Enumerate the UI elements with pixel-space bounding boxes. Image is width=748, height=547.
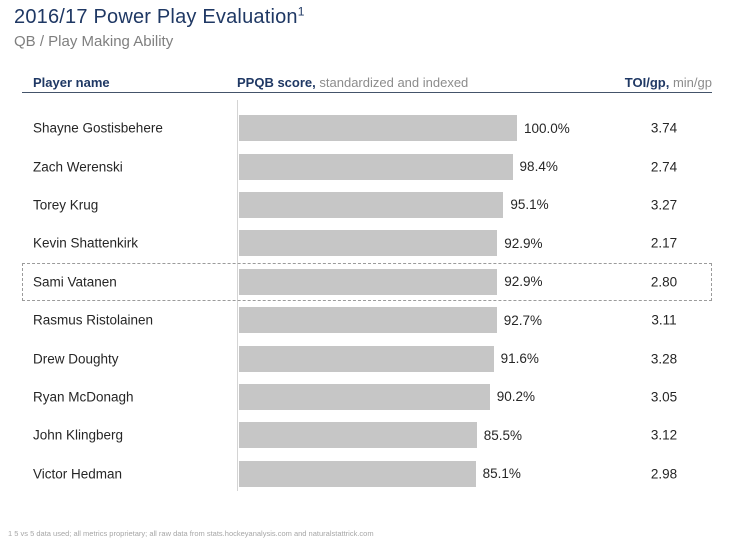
table-header-row: Player name PPQB score, standardized and… xyxy=(22,72,712,93)
score-value: 92.9% xyxy=(504,235,543,251)
score-bar xyxy=(239,115,517,142)
toi-value: 3.74 xyxy=(650,120,678,136)
player-name: Ryan McDonagh xyxy=(33,389,134,405)
table-row: Shayne Gostisbehere 100.0% 3.74 xyxy=(22,109,712,147)
column-header-player-name: Player name xyxy=(33,74,110,90)
table-row: Torey Krug 95.1% 3.27 xyxy=(22,186,712,224)
score-bar xyxy=(239,383,490,410)
column-header-ppqb-score: PPQB score, standardized and indexed xyxy=(237,75,625,90)
player-name: Kevin Shattenkirk xyxy=(33,235,139,251)
chart-table: Player name PPQB score, standardized and… xyxy=(22,72,712,493)
page-title: 2016/17 Power Play Evaluation1 xyxy=(14,4,305,29)
table-row: John Klingberg 85.5% 3.12 xyxy=(22,416,712,454)
title-footnote-marker: 1 xyxy=(297,4,305,19)
score-bar xyxy=(239,307,497,334)
score-value: 100.0% xyxy=(524,120,570,136)
player-name: Sami Vatanen xyxy=(33,274,117,290)
toi-value: 3.11 xyxy=(651,312,677,328)
page-title-text: 2016/17 Power Play Evaluation xyxy=(14,6,298,28)
column-header-toi: TOI/gp, min/gp xyxy=(625,75,712,90)
toi-value: 3.28 xyxy=(650,351,678,367)
score-bar xyxy=(239,345,494,372)
score-value: 98.4% xyxy=(519,159,558,175)
player-name: Torey Krug xyxy=(33,197,99,213)
player-name: Victor Hedman xyxy=(33,466,123,482)
score-bar xyxy=(239,230,498,257)
player-name: Shayne Gostisbehere xyxy=(33,120,163,136)
score-bar xyxy=(239,268,498,295)
table-row: Rasmus Ristolainen 92.7% 3.11 xyxy=(22,301,712,339)
score-value: 92.7% xyxy=(503,312,542,328)
score-value: 92.9% xyxy=(504,274,543,290)
player-name: Rasmus Ristolainen xyxy=(33,312,154,328)
page-subtitle: QB / Play Making Ability xyxy=(14,33,174,50)
table-row: Drew Doughty 91.6% 3.28 xyxy=(22,339,712,377)
score-bar xyxy=(239,191,504,218)
toi-value: 3.05 xyxy=(650,389,678,405)
toi-sublabel: min/gp xyxy=(672,74,712,90)
score-value: 90.2% xyxy=(496,389,536,405)
score-bar xyxy=(239,422,477,449)
score-value: 95.1% xyxy=(510,197,549,213)
toi-value: 2.17 xyxy=(650,235,678,251)
score-value: 85.1% xyxy=(482,466,521,482)
toi-value: 2.80 xyxy=(650,274,678,290)
bar-axis-baseline xyxy=(237,100,238,491)
table-row: Kevin Shattenkirk 92.9% 2.17 xyxy=(22,224,712,262)
footnote-text: 5 vs 5 data used; all metrics proprietar… xyxy=(14,529,374,538)
footnote-marker: 1 xyxy=(8,529,13,538)
table-row: Ryan McDonagh 90.2% 3.05 xyxy=(22,378,712,416)
toi-value: 3.27 xyxy=(650,197,678,213)
score-bar xyxy=(239,153,513,180)
score-value: 85.5% xyxy=(483,427,522,443)
player-name: Zach Werenski xyxy=(33,159,123,175)
score-value: 91.6% xyxy=(500,351,539,367)
footnote: 1 5 vs 5 data used; all metrics propriet… xyxy=(8,529,374,538)
score-bar xyxy=(239,460,476,487)
toi-label: TOI/gp, xyxy=(624,74,670,90)
player-name: Drew Doughty xyxy=(33,351,119,367)
table-row-highlighted: Sami Vatanen 92.9% 2.80 xyxy=(22,262,712,301)
table-row: Victor Hedman 85.1% 2.98 xyxy=(22,455,712,493)
toi-value: 2.98 xyxy=(650,466,678,482)
player-name: John Klingberg xyxy=(33,427,124,443)
bar-chart: Shayne Gostisbehere 100.0% 3.74 Zach Wer… xyxy=(22,100,712,493)
toi-value: 2.74 xyxy=(650,159,678,175)
ppqb-score-sublabel: standardized and indexed xyxy=(319,74,469,90)
toi-value: 3.12 xyxy=(650,427,678,443)
ppqb-score-label: PPQB score, xyxy=(237,74,316,90)
table-row: Zach Werenski 98.4% 2.74 xyxy=(22,147,712,185)
